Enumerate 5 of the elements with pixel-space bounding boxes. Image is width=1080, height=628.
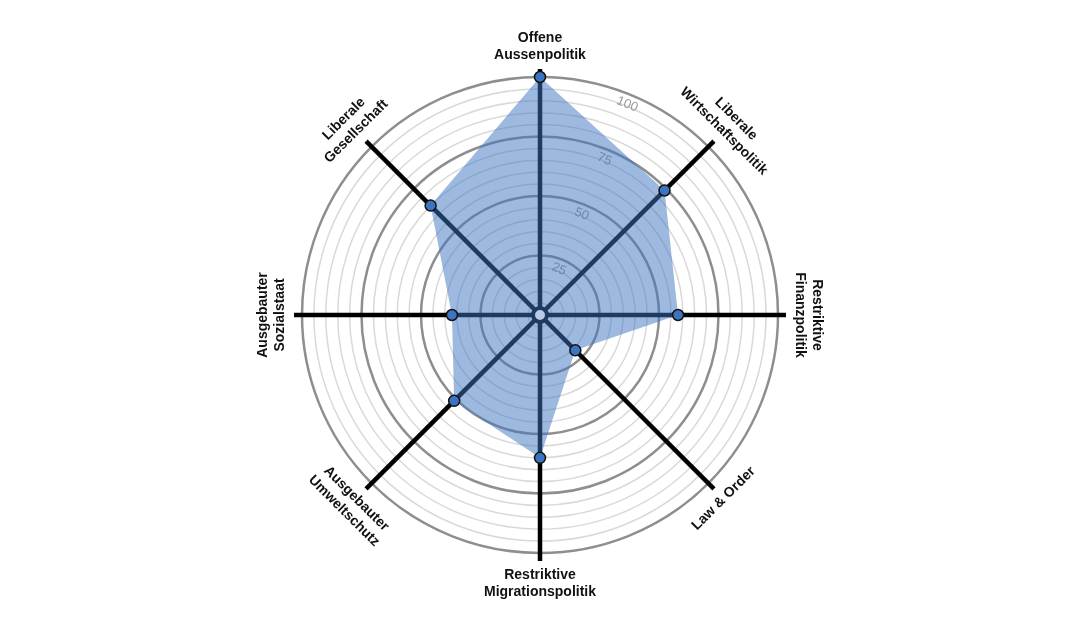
y-tick-label: 100 (614, 92, 641, 115)
spoke-label: Ausgebauter Sozialstaat (253, 271, 288, 358)
spoke-label: Restriktive Migrationspolitik (484, 565, 597, 600)
spoke-label: Offene Aussenpolitik (494, 28, 587, 63)
spoke-label: Restriktive Finanzpolitik (792, 272, 827, 358)
